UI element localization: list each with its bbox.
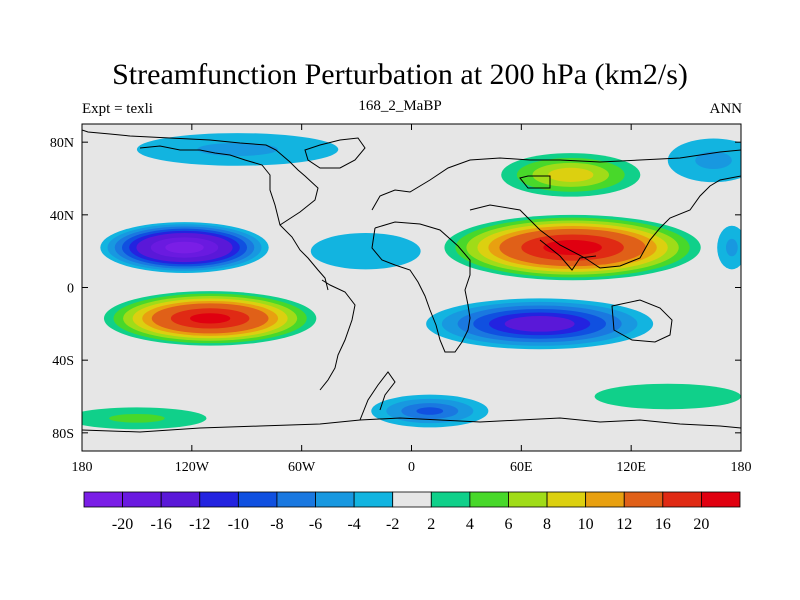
x-tick-label: 180 (72, 460, 93, 475)
experiment-label: Expt = texli (82, 101, 153, 117)
colorbar-swatch (623, 491, 664, 508)
colorbar-label: 8 (543, 516, 551, 533)
plot-title: Streamfunction Perturbation at 200 hPa (… (112, 58, 688, 91)
contour-feature-southern-pacific-high (82, 407, 207, 430)
colorbar-label: 4 (466, 516, 474, 533)
coastline-north-america (82, 129, 329, 291)
coastline-antarctica (82, 417, 741, 433)
colorbar-swatch (508, 491, 548, 508)
colorbar-swatch (701, 491, 741, 508)
contour-band (165, 241, 204, 254)
contour-band (197, 142, 278, 156)
contour-feature-indian-ocean-low (426, 298, 654, 350)
coastline-asia (469, 175, 741, 269)
colorbar-label: 12 (616, 516, 632, 533)
y-tick-label: 80N (50, 136, 74, 151)
contour-feature-arctic-pacific-low (667, 138, 741, 183)
colorbar-label: -20 (112, 516, 133, 533)
colorbar-label: -8 (270, 516, 283, 533)
coastline-greenland (304, 137, 366, 169)
contour-band (695, 151, 732, 170)
coastline-antarctic-peninsula (359, 371, 396, 421)
contour-band (504, 316, 575, 332)
x-tick-label: 0 (408, 460, 415, 475)
colorbar-label: 6 (504, 516, 512, 533)
colorbar-swatch (469, 491, 509, 508)
contour-feature-southern-atlantic-low (371, 394, 489, 428)
contour-feature-siberian-high (501, 153, 641, 197)
coastline-siberia (519, 175, 551, 189)
colorbar-label: -10 (228, 516, 249, 533)
x-tick-label: 180 (731, 460, 752, 475)
colorbar-swatch (276, 491, 316, 508)
colorbar-label: 16 (655, 516, 671, 533)
y-tick-label: 40N (50, 209, 74, 224)
colorbar-swatch (430, 491, 471, 508)
colorbar-swatch (392, 491, 432, 508)
colorbar-swatch (160, 491, 201, 508)
case-label: 168_2_MaBP (358, 98, 442, 114)
colorbar-swatch (315, 491, 355, 508)
colorbar-label: 20 (693, 516, 709, 533)
contour-feature-asian-high (444, 214, 701, 281)
coastline-africa (371, 221, 471, 353)
colorbar-swatch (585, 491, 625, 508)
contour-band (548, 167, 594, 182)
axis-ticks: 180 120W 60W 0 60E 120E 180 80N 40N 0 40S 80S (50, 124, 752, 475)
colorbar-swatch (353, 491, 394, 508)
y-tick-label: 40S (52, 354, 74, 369)
contour-band (310, 233, 421, 270)
coastline-australia (611, 299, 673, 343)
x-tick-label: 60W (288, 460, 316, 475)
contour-band (189, 313, 231, 324)
contour-band (109, 413, 165, 423)
contour-feature-north-pacific-low (100, 222, 269, 273)
season-label: ANN (709, 101, 743, 117)
x-tick-label: 120E (616, 460, 646, 475)
colorbar-swatch (546, 491, 587, 508)
colorbar-label: -6 (309, 516, 322, 533)
colorbar-label: -16 (151, 516, 172, 533)
colorbar-swatch (237, 491, 278, 508)
contour-feature-south-pacific-high (103, 291, 317, 346)
contour-band (725, 238, 738, 257)
colorbar-label: 2 (427, 516, 435, 533)
contour-band (594, 383, 741, 410)
contour-feature-north-pacific-east-low (717, 225, 741, 270)
contour-feature-north-atlantic-low (136, 133, 339, 166)
coastline-india (539, 239, 597, 271)
colorbar-swatch (199, 491, 239, 508)
colorbar-label: -4 (347, 516, 360, 533)
coastline-europe (371, 149, 741, 211)
coastline-layer (82, 129, 741, 433)
colorbar-label: -12 (189, 516, 210, 533)
contour-feature-atlantic-tropical-low (310, 233, 421, 270)
colorbar-swatch (83, 491, 123, 508)
colorbar-swatch (662, 491, 702, 508)
x-tick-label: 60E (510, 460, 533, 475)
colorbar-label: 10 (578, 516, 594, 533)
contour-feature-southern-indian-high (594, 383, 741, 410)
x-tick-label: 120W (175, 460, 210, 475)
colorbar-label: -2 (386, 516, 399, 533)
colorbar-swatch (122, 491, 162, 508)
y-tick-label: 80S (52, 427, 74, 442)
contour-fill-layer (82, 133, 741, 430)
coastline-south-america (319, 279, 356, 391)
contour-band (416, 407, 444, 415)
y-tick-label: 0 (67, 282, 74, 297)
